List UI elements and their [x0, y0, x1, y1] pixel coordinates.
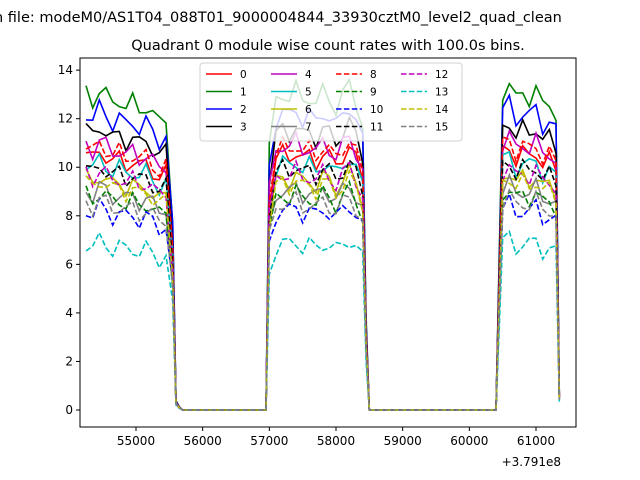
series-line-13	[85, 229, 561, 411]
y-tick-label: 4	[65, 306, 73, 320]
legend-label-8: 8	[370, 69, 377, 81]
plot-frame	[79, 57, 577, 428]
figure-suptitle: n file: modeM0/AS1T04_088T01_9000004844_…	[0, 10, 562, 26]
legend-label-11: 11	[370, 122, 383, 134]
series-line-15	[85, 188, 561, 411]
series-line-7	[85, 172, 561, 411]
legend-label-2: 2	[240, 104, 247, 116]
legend-label-4: 4	[305, 69, 312, 81]
legend-label-15: 15	[435, 122, 448, 134]
y-tick-label: 14	[58, 63, 73, 77]
y-tick-label: 10	[58, 160, 73, 174]
series-line-10	[85, 191, 561, 411]
legend-label-10: 10	[370, 104, 383, 116]
legend-label-9: 9	[370, 87, 377, 99]
x-tick-label: 59000	[384, 434, 422, 448]
legend-label-0: 0	[240, 69, 247, 81]
legend-label-7: 7	[305, 122, 312, 134]
legend-label-13: 13	[435, 87, 448, 99]
x-tick-label: 61000	[517, 434, 555, 448]
x-tick-label: 56000	[184, 434, 222, 448]
series-line-8	[85, 134, 561, 411]
series-line-0	[85, 142, 561, 411]
plot-lines	[85, 77, 561, 411]
legend-label-3: 3	[240, 122, 247, 134]
y-tick-label: 8	[65, 209, 73, 223]
x-tick-label: 55000	[117, 434, 155, 448]
y-tick-label: 12	[58, 112, 73, 126]
x-tick-label: 60000	[450, 434, 488, 448]
legend-label-12: 12	[435, 69, 448, 81]
y-tick-label: 6	[65, 257, 73, 271]
legend-label-14: 14	[435, 104, 449, 116]
x-axis-offset-label: +3.791e8	[502, 455, 561, 469]
legend-label-1: 1	[240, 87, 247, 99]
y-tick-label: 2	[65, 354, 73, 368]
legend-label-5: 5	[305, 87, 312, 99]
x-tick-label: 58000	[317, 434, 355, 448]
y-tick-label: 0	[65, 403, 73, 417]
series-line-5	[85, 150, 561, 411]
axes: 55000 56000 57000 58000 59000 60000 61000 0 2 4 6 8…	[58, 57, 577, 448]
x-tick-label: 57000	[250, 434, 288, 448]
legend-box	[199, 62, 463, 142]
series-line-2	[85, 93, 561, 411]
chart-title: Quadrant 0 module wise count rates with …	[131, 38, 525, 54]
legend-label-6: 6	[305, 104, 312, 116]
